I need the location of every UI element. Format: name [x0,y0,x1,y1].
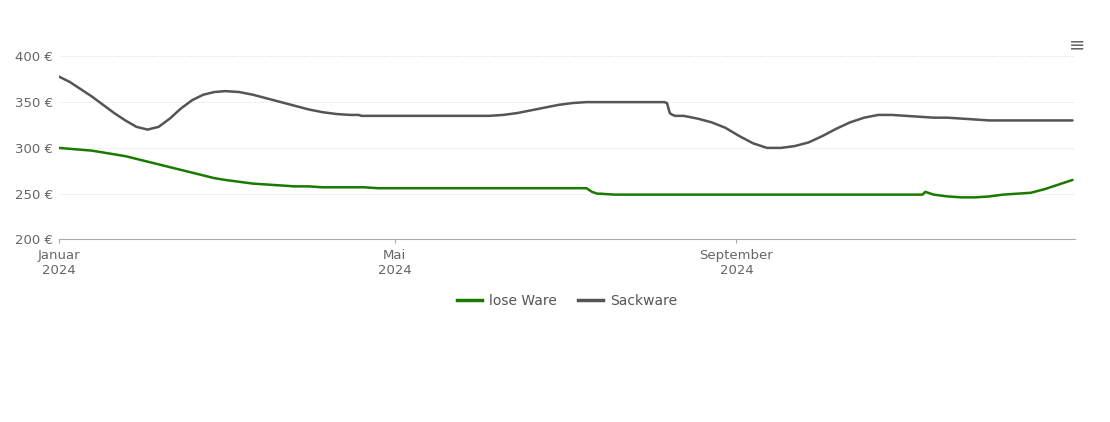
Text: ≡: ≡ [1069,35,1086,54]
Legend: lose Ware, Sackware: lose Ware, Sackware [452,288,683,313]
